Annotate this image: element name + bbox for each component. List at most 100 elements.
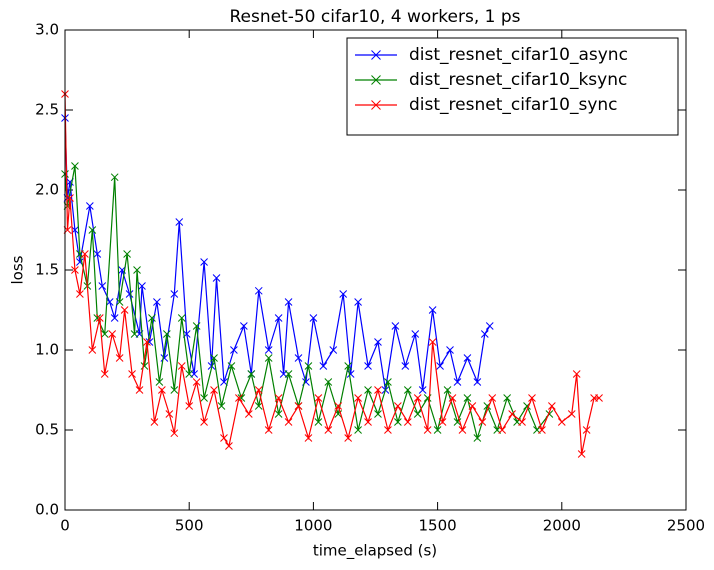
series-line xyxy=(64,165,550,441)
point-marker xyxy=(88,346,97,354)
x-tick-label: 1500 xyxy=(419,517,457,535)
point-marker xyxy=(230,346,238,354)
point-marker xyxy=(567,410,576,418)
point-marker xyxy=(100,370,109,378)
point-marker xyxy=(274,410,283,418)
point-marker xyxy=(334,402,343,410)
point-marker xyxy=(133,266,141,274)
point-marker xyxy=(95,314,104,322)
point-marker xyxy=(200,418,208,426)
point-marker xyxy=(212,274,221,282)
point-marker xyxy=(595,394,603,402)
point-marker xyxy=(468,402,477,410)
point-marker xyxy=(93,250,102,258)
point-marker xyxy=(225,442,233,450)
y-tick-label: 2.0 xyxy=(35,181,59,199)
point-marker xyxy=(448,394,457,402)
point-marker xyxy=(185,370,194,378)
point-marker xyxy=(138,282,146,290)
point-marker xyxy=(572,370,581,378)
point-marker xyxy=(244,410,253,418)
point-marker xyxy=(354,426,362,434)
point-marker xyxy=(100,330,109,338)
point-marker xyxy=(433,426,442,434)
chart-title: Resnet-50 cifar10, 4 workers, 1 ps xyxy=(229,7,520,27)
point-marker xyxy=(413,394,422,402)
point-marker xyxy=(443,386,452,394)
point-marker xyxy=(428,306,437,314)
point-marker xyxy=(473,434,482,442)
point-marker xyxy=(150,418,159,426)
point-marker xyxy=(438,418,447,426)
point-marker xyxy=(200,394,208,402)
legend-marker xyxy=(371,75,381,85)
point-marker xyxy=(66,194,74,202)
point-marker xyxy=(374,386,382,394)
point-marker xyxy=(155,378,164,386)
point-marker xyxy=(294,354,303,362)
point-marker xyxy=(463,394,472,402)
point-marker xyxy=(108,330,117,338)
point-marker xyxy=(344,362,353,370)
point-marker xyxy=(148,314,156,322)
x-tick-label: 500 xyxy=(175,517,204,535)
point-marker xyxy=(115,298,124,306)
point-marker xyxy=(165,410,174,418)
point-marker xyxy=(110,314,119,322)
point-marker xyxy=(200,258,208,266)
point-marker xyxy=(411,330,420,338)
legend-marker xyxy=(371,100,381,110)
point-marker xyxy=(364,362,372,370)
point-marker xyxy=(120,306,129,314)
point-marker xyxy=(239,322,248,330)
point-marker xyxy=(235,394,243,402)
point-marker xyxy=(319,362,328,370)
series-line xyxy=(64,93,600,455)
point-marker xyxy=(446,346,454,354)
point-marker xyxy=(508,410,516,418)
legend-label: dist_resnet_cifar10_sync xyxy=(409,95,618,115)
point-marker xyxy=(85,202,94,210)
point-marker xyxy=(220,434,228,442)
point-marker xyxy=(538,426,546,434)
x-tick-label: 2000 xyxy=(543,517,581,535)
point-marker xyxy=(125,290,134,298)
point-marker xyxy=(247,370,256,378)
point-marker xyxy=(473,378,482,386)
point-marker xyxy=(394,418,402,426)
y-tick-label: 0.5 xyxy=(35,421,59,439)
point-marker xyxy=(264,354,273,362)
point-marker xyxy=(88,226,97,234)
point-marker xyxy=(128,370,136,378)
x-tick-label: 0 xyxy=(60,517,70,535)
point-marker xyxy=(254,402,263,410)
point-marker xyxy=(284,418,293,426)
point-marker xyxy=(463,354,472,362)
point-marker xyxy=(210,354,218,362)
point-marker xyxy=(217,402,226,410)
legend-label: dist_resnet_cifar10_ksync xyxy=(409,70,627,90)
legend-box xyxy=(346,37,679,136)
point-marker xyxy=(123,250,131,258)
point-marker xyxy=(177,362,186,370)
legend-label: dist_resnet_cifar10_async xyxy=(409,45,628,65)
point-marker xyxy=(344,434,353,442)
y-tick-label: 3.0 xyxy=(35,21,59,39)
point-marker xyxy=(227,362,236,370)
point-marker xyxy=(548,402,556,410)
series-line xyxy=(64,117,491,391)
point-marker xyxy=(582,426,591,434)
point-marker xyxy=(391,322,400,330)
point-marker xyxy=(274,314,283,322)
point-marker xyxy=(403,418,412,426)
point-marker xyxy=(478,418,487,426)
y-tick-label: 1.0 xyxy=(35,341,59,359)
point-marker xyxy=(170,290,179,298)
point-marker xyxy=(76,290,84,298)
point-marker xyxy=(557,418,566,426)
point-marker xyxy=(518,418,526,426)
point-marker xyxy=(309,314,318,322)
point-marker xyxy=(436,362,444,370)
point-marker xyxy=(528,394,536,402)
point-marker xyxy=(110,173,119,182)
